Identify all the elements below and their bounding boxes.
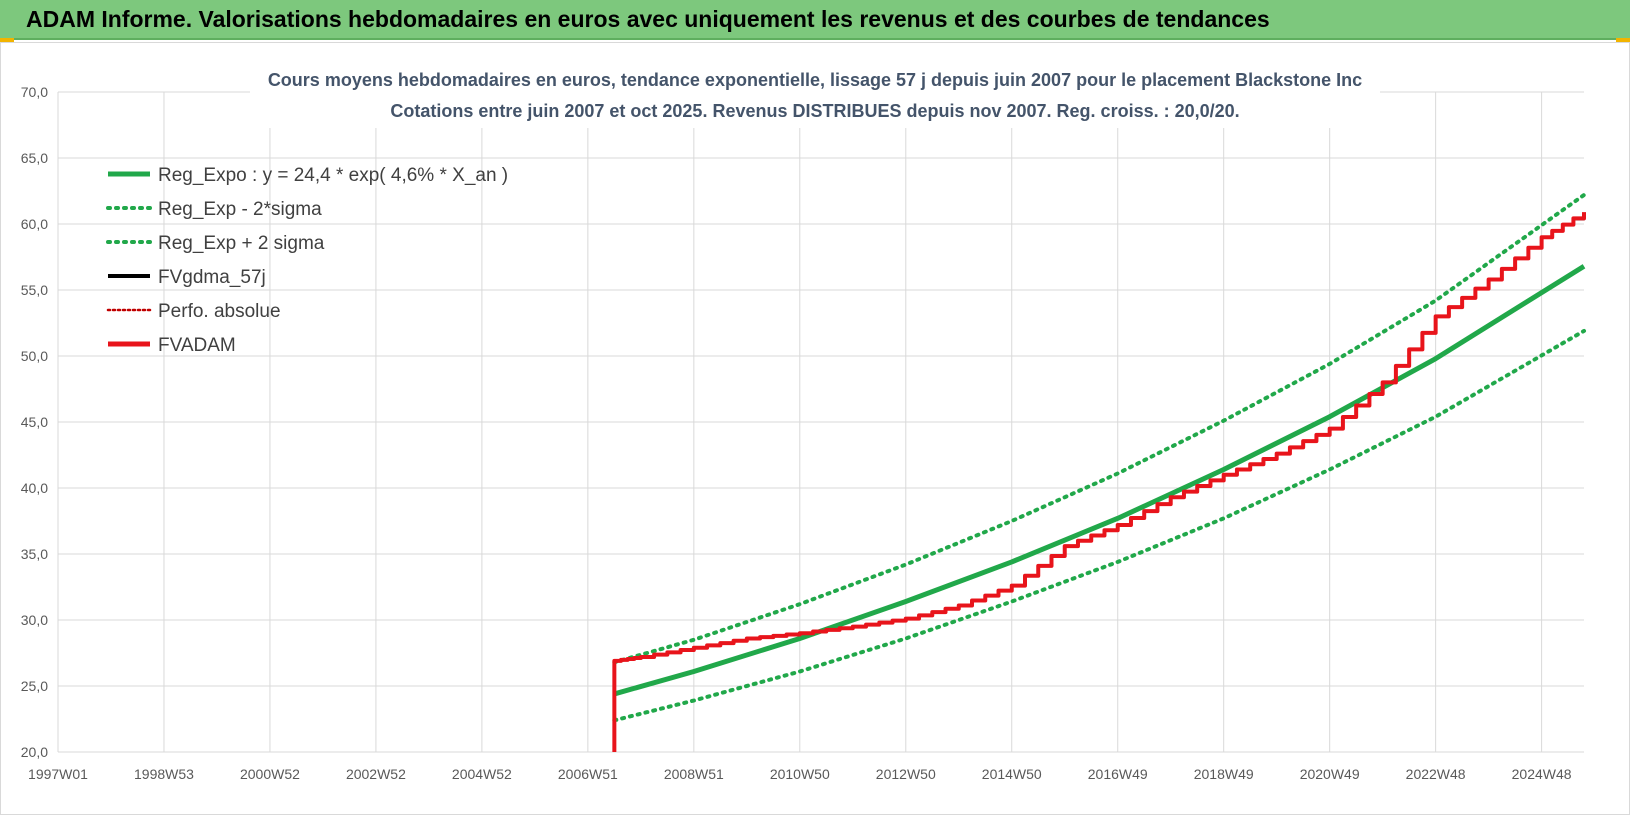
x-tick-label: 1998W53	[134, 766, 194, 782]
corner-mark-left	[0, 38, 14, 43]
chart-subtitle: Cotations entre juin 2007 et oct 2025. R…	[390, 101, 1239, 121]
x-tick-label: 2014W50	[982, 766, 1042, 782]
legend: Reg_Expo : y = 24,4 * exp( 4,6% * X_an )…	[106, 165, 508, 356]
series-line	[612, 212, 1586, 752]
grid	[57, 91, 1584, 753]
series-line	[613, 211, 1585, 662]
x-tick-label: 2024W48	[1512, 766, 1572, 782]
x-tick-label: 2006W51	[558, 766, 618, 782]
y-tick-label: 45,0	[21, 414, 48, 430]
y-tick-label: 70,0	[21, 84, 48, 100]
corner-mark-right	[1616, 38, 1630, 43]
y-tick-label: 60,0	[21, 216, 48, 232]
y-axis: 20,0 25,0 30,0 35,0 40,0 45,0 50,0 55,0 60,0 65,0…	[21, 84, 48, 760]
y-tick-label: 50,0	[21, 348, 48, 364]
y-tick-label: 40,0	[21, 480, 48, 496]
report-header: ADAM Informe. Valorisations hebdomadaire…	[0, 0, 1630, 40]
y-tick-label: 30,0	[21, 612, 48, 628]
y-tick-label: 55,0	[21, 282, 48, 298]
series-line	[614, 213, 1585, 662]
x-tick-label: 2004W52	[452, 766, 512, 782]
legend-label: FVADAM	[158, 335, 236, 356]
x-tick-label: 2000W52	[240, 766, 300, 782]
x-tick-label: 2012W50	[876, 766, 936, 782]
x-axis: 1997W01 1998W53 2000W52 2002W52 2004W52 2006W…	[28, 766, 1572, 782]
x-tick-label: 2020W49	[1300, 766, 1360, 782]
x-tick-label: 2002W52	[346, 766, 406, 782]
legend-label: Perfo. absolue	[158, 301, 281, 322]
series-line	[613, 264, 1586, 697]
series-line	[612, 192, 1586, 665]
legend-label: Reg_Exp - 2*sigma	[158, 199, 322, 220]
legend-label: Reg_Expo : y = 24,4 * exp( 4,6% * X_an )	[158, 165, 508, 186]
legend-label: FVgdma_57j	[158, 267, 266, 288]
legend-label: Reg_Exp + 2 sigma	[158, 233, 325, 254]
y-tick-label: 35,0	[21, 546, 48, 562]
x-tick-label: 2016W49	[1088, 766, 1148, 782]
y-tick-label: 20,0	[21, 744, 48, 760]
x-tick-label: 2008W51	[664, 766, 724, 782]
x-tick-label: 2010W50	[770, 766, 830, 782]
series-group	[612, 192, 1586, 752]
title-background	[250, 62, 1380, 128]
y-tick-label: 65,0	[21, 150, 48, 166]
x-tick-label: 1997W01	[28, 766, 88, 782]
series-line	[612, 328, 1586, 723]
x-tick-label: 2022W48	[1406, 766, 1466, 782]
y-tick-label: 25,0	[21, 678, 48, 694]
report-title: ADAM Informe. Valorisations hebdomadaire…	[26, 6, 1270, 32]
x-tick-label: 2018W49	[1194, 766, 1254, 782]
chart-title: Cours moyens hebdomadaires en euros, ten…	[268, 70, 1362, 90]
